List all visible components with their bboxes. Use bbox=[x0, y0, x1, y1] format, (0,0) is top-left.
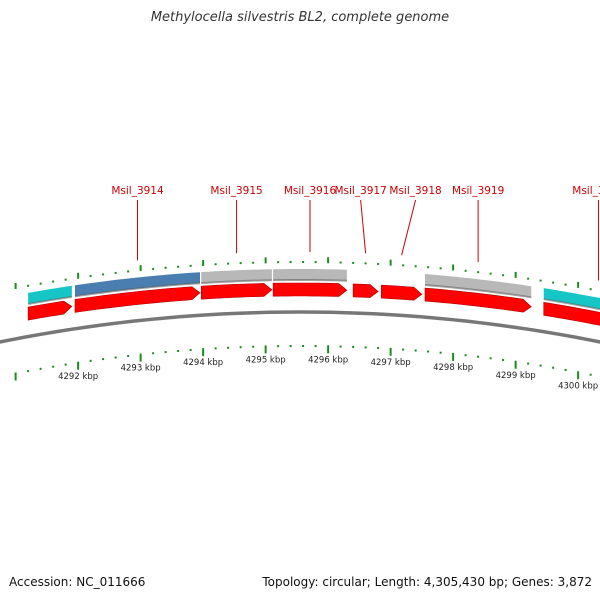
ruler-ticks bbox=[14, 345, 592, 381]
gene-label[interactable]: Msil_3917 bbox=[334, 185, 386, 197]
feature-band bbox=[425, 274, 532, 298]
gene-label[interactable]: Msil_3915 bbox=[210, 185, 262, 197]
feature-band bbox=[28, 285, 72, 304]
genome-title: Methylocella silvestris BL2, complete ge… bbox=[150, 10, 450, 25]
feature-band-edge bbox=[75, 282, 200, 298]
ruler-label: 4292 kbp bbox=[58, 372, 98, 382]
gene-arrow[interactable] bbox=[27, 300, 73, 321]
gene-arrow[interactable] bbox=[543, 301, 600, 335]
feature-band-edge bbox=[273, 279, 347, 282]
feature-band bbox=[75, 272, 200, 297]
backbone-line bbox=[0, 310, 600, 344]
gene-label[interactable]: Msil_3920 bbox=[572, 185, 600, 197]
gene-track bbox=[27, 282, 600, 335]
genome-summary-text: Topology: circular; Length: 4,305,430 bp… bbox=[262, 575, 592, 589]
gene-arrow[interactable] bbox=[74, 286, 201, 313]
gene-leader-line bbox=[360, 199, 367, 254]
feature-band-edge bbox=[28, 295, 72, 306]
ruler-label: 4300 kbp bbox=[558, 382, 598, 392]
ruler-label: 4296 kbp bbox=[308, 355, 348, 365]
feature-track bbox=[28, 269, 600, 311]
feature-band-edge bbox=[543, 298, 600, 311]
gene-arrow[interactable] bbox=[200, 283, 273, 300]
backbone-arc bbox=[0, 310, 600, 344]
ruler-label: 4298 kbp bbox=[433, 363, 473, 373]
gene-arrow[interactable] bbox=[380, 284, 423, 301]
feature-band bbox=[543, 288, 600, 310]
ruler-labels: 4292 kbp 4293 kbp 4294 kbp 4295 kbp 4296 kbp… bbox=[58, 355, 598, 391]
feature-band bbox=[201, 269, 272, 284]
feature-band-edge bbox=[425, 284, 532, 299]
gene-label[interactable]: Msil_3919 bbox=[452, 185, 504, 197]
ruler-label: 4299 kbp bbox=[496, 371, 536, 381]
gene-arrow[interactable] bbox=[424, 287, 532, 313]
gene-arrow[interactable] bbox=[352, 283, 379, 298]
gene-label[interactable]: Msil_3914 bbox=[111, 185, 164, 197]
accession-text: Accession: NC_011666 bbox=[9, 575, 146, 589]
gene-label[interactable]: Msil_3916 bbox=[284, 185, 337, 197]
gene-label[interactable]: Msil_3918 bbox=[389, 185, 441, 197]
feature-band-edge bbox=[201, 279, 272, 285]
ruler-label: 4295 kbp bbox=[246, 355, 286, 365]
feature-band bbox=[273, 269, 347, 281]
gene-leader-line bbox=[401, 199, 417, 256]
upper-tick-track bbox=[14, 257, 592, 291]
ruler-label: 4293 kbp bbox=[121, 364, 161, 374]
gene-arrow[interactable] bbox=[272, 282, 348, 297]
ruler-label: 4294 kbp bbox=[183, 358, 223, 368]
ruler-label: 4297 kbp bbox=[371, 358, 411, 368]
